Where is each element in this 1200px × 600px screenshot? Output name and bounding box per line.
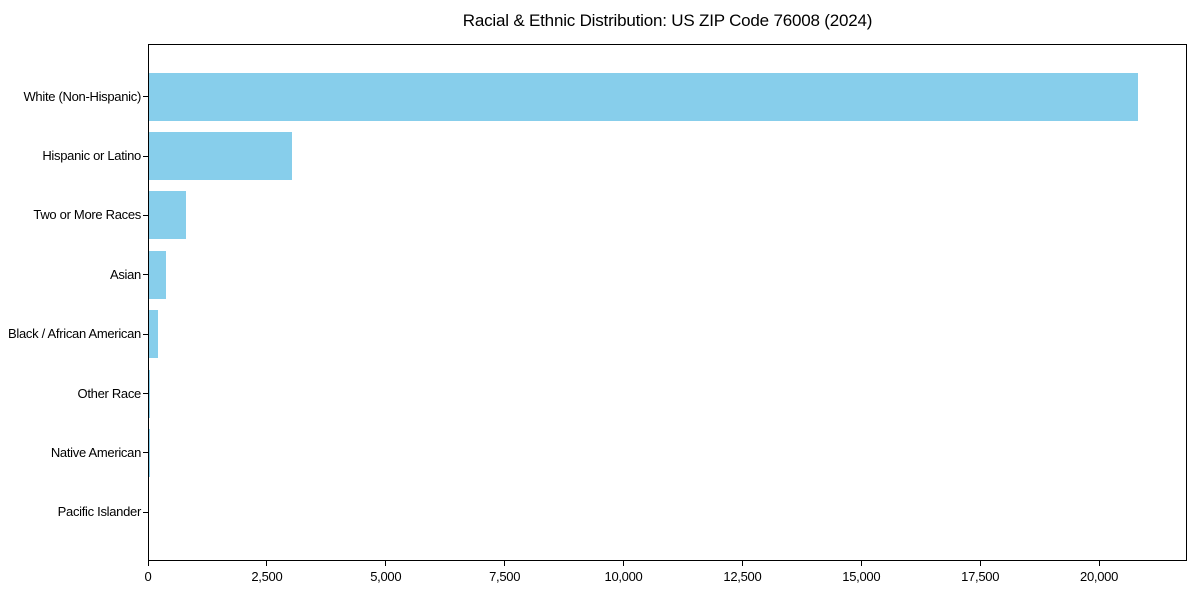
xtick-label: 20,000 [1080,569,1118,584]
xtick-mark [385,561,387,566]
bar-other-race [149,369,151,418]
xtick-mark [741,561,743,566]
xtick-mark [623,561,624,566]
bar-two-or-more-races [149,191,187,240]
xtick-mark [979,561,981,566]
xtick-mark [504,561,506,566]
ytick-label: Other Race [77,385,142,401]
xtick-label: 2,500 [251,569,283,584]
bar-asian [149,250,167,299]
chart-title: Racial & Ethnic Distribution: US ZIP Cod… [462,11,873,30]
ytick-mark [143,452,148,454]
xtick-label: 0 [144,569,152,584]
xtick-label: 12,500 [723,569,762,584]
xtick-label: 5,000 [370,569,402,584]
bar-black-african-american [149,310,158,359]
ytick-label: Two or More Races [33,207,141,223]
ytick-label: Pacific Islander [57,504,142,520]
ytick-mark [143,511,148,513]
xtick-label: 7,500 [489,569,521,584]
ytick-label: Black / African American [8,326,141,342]
xtick-mark [860,561,862,566]
bar-hispanic-or-latino [149,132,292,181]
xtick-label: 17,500 [961,569,1000,584]
ytick-label: Native American [50,444,141,460]
ytick-mark [143,274,148,276]
xtick-label: 10,000 [604,569,643,584]
bar-white-non-hispanic [149,72,1139,121]
plot-area [148,44,1187,561]
ytick-mark [143,155,148,157]
xtick-mark [147,561,149,566]
ytick-mark [143,393,148,395]
ytick-label: White (Non-Hispanic) [23,88,141,104]
xtick-mark [266,561,268,566]
ytick-label: Hispanic or Latino [42,148,141,164]
ytick-mark [143,214,148,216]
xtick-label: 15,000 [842,569,881,584]
xtick-mark [1098,561,1100,566]
ytick-mark [143,96,148,98]
ytick-label: Asian [109,266,141,282]
ytick-mark [143,333,148,335]
